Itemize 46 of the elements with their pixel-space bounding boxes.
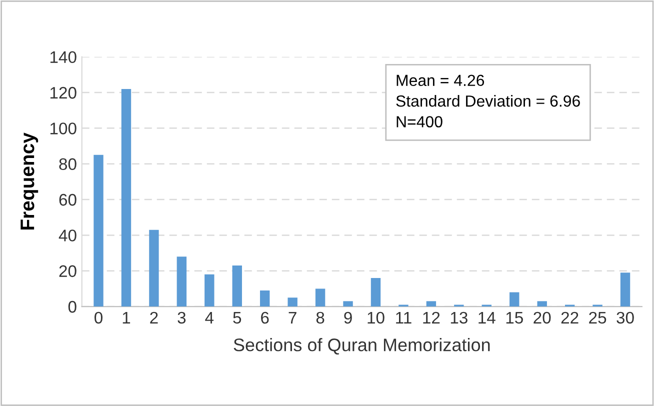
bar xyxy=(426,301,436,307)
x-tick-label: 7 xyxy=(288,312,296,324)
x-tick-label: 15 xyxy=(506,312,523,324)
bar xyxy=(315,288,326,307)
y-tick-label: 20 xyxy=(59,265,76,278)
x-tick-label: 3 xyxy=(178,312,186,324)
bar xyxy=(232,266,242,307)
bar xyxy=(204,274,214,307)
x-tick-label: 4 xyxy=(205,312,214,324)
bar xyxy=(620,272,630,307)
bar xyxy=(260,290,270,307)
bar xyxy=(121,88,132,307)
x-tick-label: 0 xyxy=(94,312,102,324)
x-tick-label: 8 xyxy=(316,312,324,324)
x-tick-label: 13 xyxy=(450,312,468,324)
x-tick-label: 22 xyxy=(561,312,578,324)
y-tick-label: 60 xyxy=(59,194,76,206)
annotation: Mean = 4.26 Standard Deviation = 6.96 N=400 xyxy=(396,74,580,128)
x-tick-label: 5 xyxy=(233,312,242,324)
bar xyxy=(510,292,520,307)
y-tick-label: 140 xyxy=(50,51,76,64)
x-tick-label: 10 xyxy=(368,312,384,324)
y-axis-title: Frequency xyxy=(20,132,38,230)
bar xyxy=(149,230,159,307)
x-tick-label: 30 xyxy=(616,312,634,324)
bar xyxy=(288,298,298,307)
x-tick-label: 14 xyxy=(478,312,496,324)
bar xyxy=(176,256,187,307)
y-tick-label: 100 xyxy=(50,122,76,134)
bar xyxy=(343,301,353,307)
y-tick-label: 40 xyxy=(58,230,76,242)
bar xyxy=(94,154,104,307)
bar xyxy=(537,301,547,307)
x-tick-label: 20 xyxy=(534,312,551,324)
x-axis-title: Sections of Quran Memorization xyxy=(234,338,490,355)
x-tick-label: 1 xyxy=(122,312,130,324)
y-tick-label: 120 xyxy=(50,86,76,99)
bar xyxy=(370,278,381,307)
x-tick-label: 25 xyxy=(589,312,606,324)
x-tick-label: 6 xyxy=(261,312,269,324)
x-tick-label: 12 xyxy=(423,312,440,324)
x-tick-label: 9 xyxy=(344,312,352,324)
x-tick-label: 2 xyxy=(150,312,158,324)
y-tick-label: 0 xyxy=(68,300,76,313)
y-tick-label: 80 xyxy=(59,158,76,170)
x-tick-label: 11 xyxy=(396,312,412,324)
